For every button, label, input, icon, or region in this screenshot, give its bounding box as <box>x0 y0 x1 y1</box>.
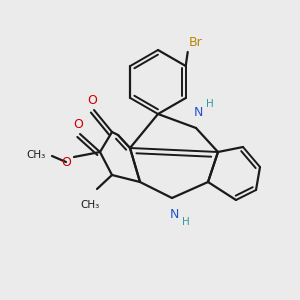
Text: N: N <box>169 208 179 220</box>
Text: N: N <box>193 106 203 118</box>
Text: CH₃: CH₃ <box>26 150 46 160</box>
Text: O: O <box>87 94 97 106</box>
Text: Br: Br <box>189 35 202 49</box>
Text: H: H <box>206 99 214 109</box>
Text: O: O <box>61 155 71 169</box>
Text: O: O <box>73 118 83 130</box>
Text: CH₃: CH₃ <box>80 200 100 210</box>
Text: H: H <box>182 217 190 227</box>
